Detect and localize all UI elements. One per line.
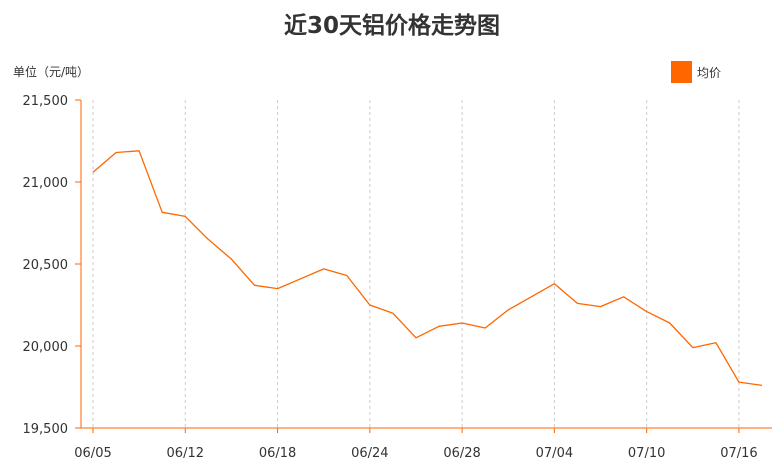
data-point-0[interactable] xyxy=(89,168,97,176)
legend[interactable]: 均价 xyxy=(671,61,721,83)
data-point-10[interactable] xyxy=(320,265,328,273)
data-point-14[interactable] xyxy=(412,334,420,342)
y-axis-unit-label: 单位（元/吨） xyxy=(13,65,90,79)
data-point-2[interactable] xyxy=(135,147,143,155)
data-point-26[interactable] xyxy=(689,344,697,352)
data-point-23[interactable] xyxy=(620,293,628,301)
x-tick-label-7: 07/16 xyxy=(720,446,757,461)
axes xyxy=(80,100,772,429)
data-point-29[interactable] xyxy=(758,381,766,389)
y-tick-label-2: 20,500 xyxy=(23,258,69,273)
x-tick-label-6: 07/10 xyxy=(628,446,665,461)
legend-swatch xyxy=(671,61,692,83)
y-tick-label-1: 20,000 xyxy=(23,340,69,355)
y-tick-label-4: 21,500 xyxy=(23,94,69,109)
data-point-20[interactable] xyxy=(550,280,558,288)
x-axis-ticks: 06/05 06/12 06/18 06/24 06/28 07/04 07/10 07/16 xyxy=(74,428,758,461)
data-point-11[interactable] xyxy=(343,271,351,279)
data-point-12[interactable] xyxy=(366,301,374,309)
y-tick-label-0: 19,500 xyxy=(23,422,69,437)
data-point-27[interactable] xyxy=(712,339,720,347)
data-point-22[interactable] xyxy=(597,303,605,311)
chart-title: 近30天铝价格走势图 xyxy=(283,13,500,39)
data-point-21[interactable] xyxy=(573,299,581,307)
series-group xyxy=(89,147,766,389)
data-point-28[interactable] xyxy=(735,378,743,386)
data-point-16[interactable] xyxy=(458,319,466,327)
x-tick-label-5: 07/04 xyxy=(536,446,573,461)
data-point-13[interactable] xyxy=(389,309,397,317)
y-tick-label-3: 21,000 xyxy=(23,176,69,191)
x-tick-label-3: 06/24 xyxy=(351,446,388,461)
y-axis-ticks: 19,500 20,000 20,500 21,000 21,500 xyxy=(23,94,81,437)
grid-lines xyxy=(92,100,740,428)
data-point-25[interactable] xyxy=(666,319,674,327)
data-point-7[interactable] xyxy=(250,281,258,289)
x-tick-label-4: 06/28 xyxy=(443,446,480,461)
x-tick-label-1: 06/12 xyxy=(167,446,204,461)
data-point-1[interactable] xyxy=(112,148,120,156)
data-point-9[interactable] xyxy=(297,275,305,283)
legend-label: 均价 xyxy=(697,65,722,80)
series-line-0 xyxy=(92,150,763,387)
x-tick-label-2: 06/18 xyxy=(259,446,296,461)
x-tick-label-0: 06/05 xyxy=(74,446,111,461)
data-point-24[interactable] xyxy=(643,308,651,316)
data-point-5[interactable] xyxy=(204,235,212,243)
data-point-19[interactable] xyxy=(527,293,535,301)
data-point-3[interactable] xyxy=(158,208,166,216)
data-point-6[interactable] xyxy=(227,255,235,263)
data-point-4[interactable] xyxy=(181,212,189,220)
data-point-18[interactable] xyxy=(504,306,512,314)
data-point-8[interactable] xyxy=(274,285,282,293)
data-point-17[interactable] xyxy=(481,324,489,332)
data-point-15[interactable] xyxy=(435,322,443,330)
